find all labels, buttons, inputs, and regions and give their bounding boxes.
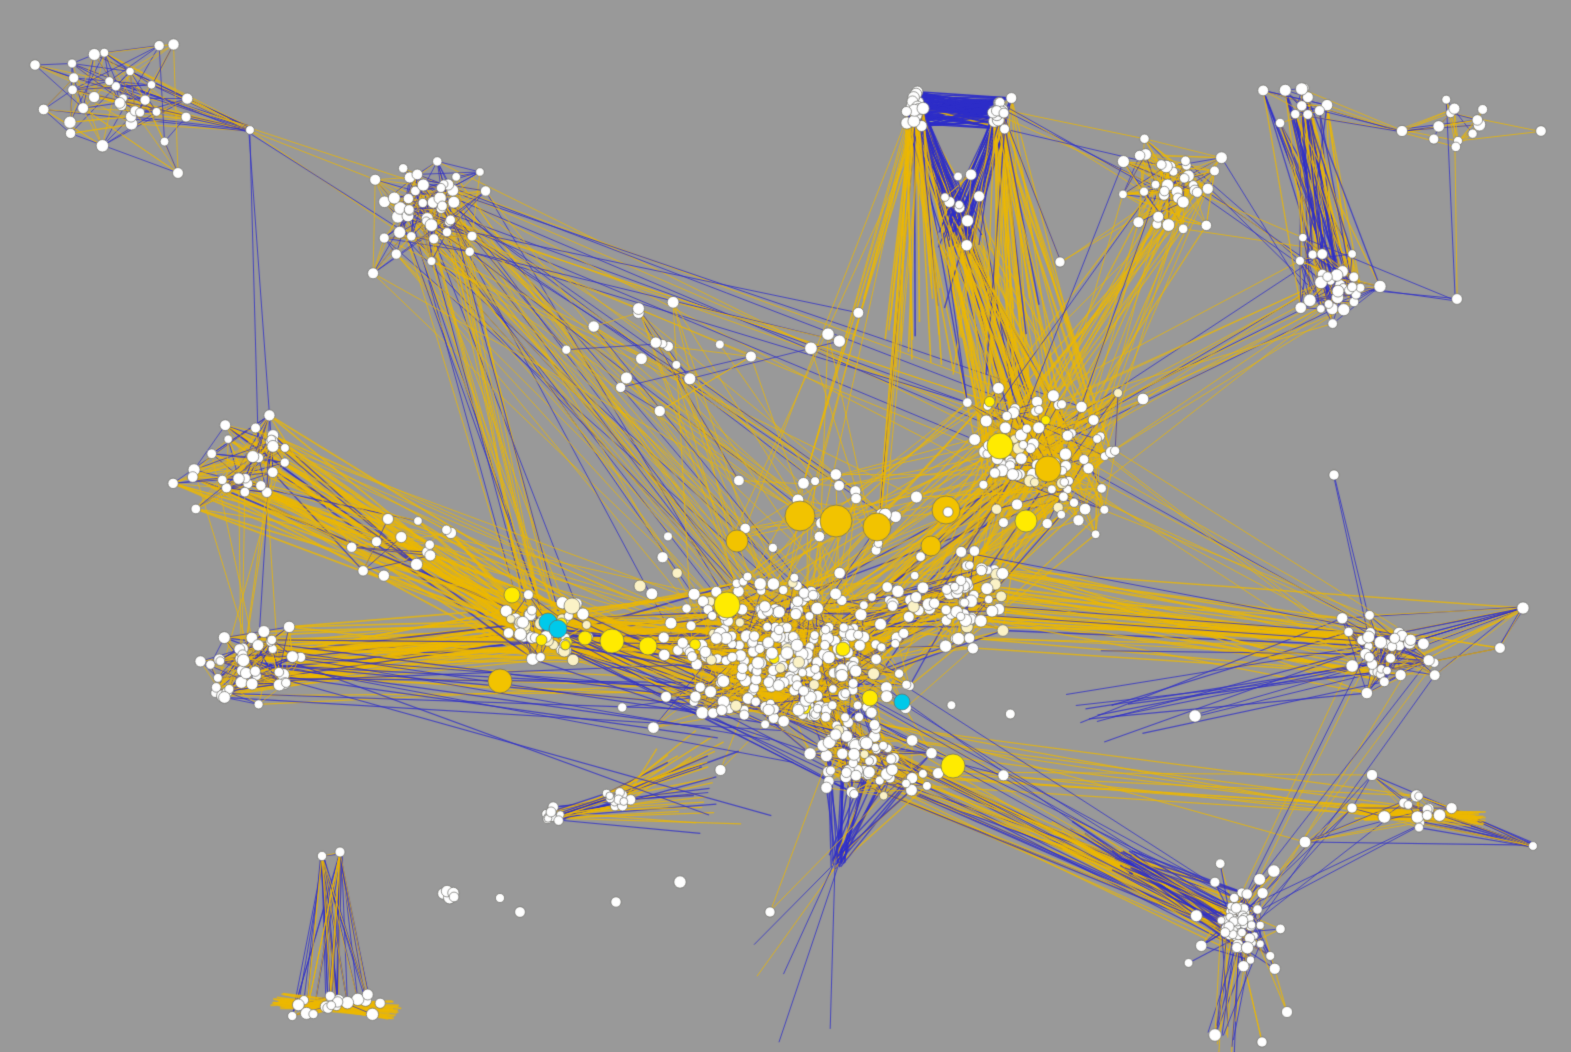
network-graph-canvas [0, 0, 1571, 1052]
network-graph-stage [0, 0, 1571, 1052]
